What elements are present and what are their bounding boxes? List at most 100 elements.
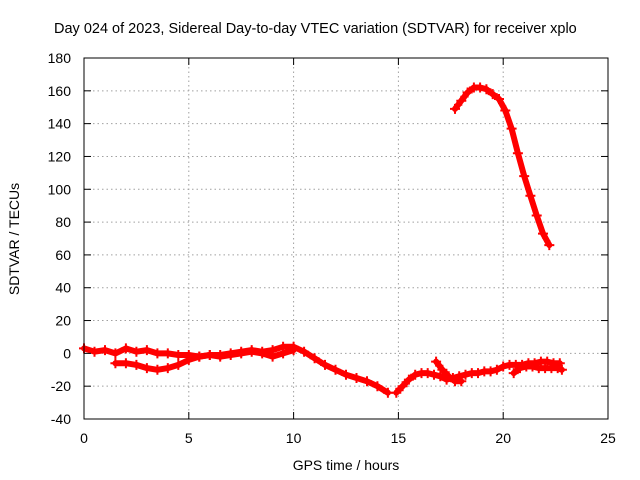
- data-point: [443, 371, 454, 382]
- data-point: [403, 374, 414, 385]
- data-point: [120, 358, 131, 369]
- data-point: [397, 381, 408, 392]
- data-point: [341, 369, 351, 380]
- data-point: [362, 376, 372, 387]
- data-point: [131, 346, 142, 357]
- data-point: [236, 348, 247, 359]
- grid-lines: [84, 58, 608, 419]
- data-point: [494, 94, 504, 104]
- y-tick-label: 20: [55, 313, 71, 329]
- data-point: [162, 348, 173, 359]
- y-tick-label: 100: [48, 181, 72, 197]
- data-point: [487, 89, 498, 100]
- data-point: [429, 369, 439, 380]
- x-tick-label: 20: [495, 430, 511, 446]
- data-point: [462, 87, 473, 98]
- data-point: [410, 369, 421, 380]
- y-tick-label: 0: [63, 345, 71, 361]
- data-point: [456, 95, 467, 106]
- data-point: [450, 103, 460, 114]
- data-point: [437, 364, 448, 375]
- data-point: [515, 363, 525, 374]
- data-point: [544, 240, 555, 251]
- x-tick-label: 10: [286, 430, 302, 446]
- y-tick-label: -20: [51, 378, 71, 394]
- data-point: [173, 359, 184, 370]
- x-tick-label: 25: [600, 430, 616, 446]
- data-point: [131, 359, 142, 370]
- data-point: [100, 345, 110, 356]
- data-point: [110, 358, 121, 369]
- data-point: [456, 376, 467, 387]
- data-point: [288, 345, 299, 356]
- data-series: [79, 82, 567, 398]
- data-point: [538, 228, 548, 239]
- data-point: [330, 364, 341, 375]
- data-point: [204, 350, 215, 360]
- data-point: [225, 350, 236, 360]
- series-late-branch: [508, 361, 567, 379]
- data-point: [194, 351, 205, 362]
- data-point: [527, 361, 538, 372]
- data-point: [512, 148, 523, 159]
- data-point: [542, 356, 553, 367]
- data-point: [278, 348, 289, 359]
- y-tick-label: 40: [55, 280, 71, 296]
- axis-ticks: -40 -20 0 20 40 60 80 100 120 140 160 180 0 5 10 15 20 25: [48, 50, 616, 446]
- data-point: [473, 368, 483, 379]
- data-point: [556, 364, 567, 375]
- series-dip-track: [431, 356, 467, 387]
- data-point: [246, 346, 257, 357]
- data-point: [435, 371, 446, 382]
- chart-title: Day 024 of 2023, Sidereal Day-to-day VTE…: [54, 21, 577, 37]
- data-point: [491, 364, 502, 375]
- y-tick-label: -40: [51, 411, 71, 427]
- x-tick-label: 0: [80, 430, 88, 446]
- data-point: [215, 351, 226, 362]
- data-point: [508, 368, 519, 379]
- y-tick-label: 160: [48, 83, 72, 99]
- data-point: [525, 190, 536, 201]
- data-point: [506, 123, 517, 134]
- data-point: [152, 348, 163, 359]
- data-point: [372, 381, 383, 392]
- data-point: [475, 82, 486, 93]
- x-tick-label: 15: [391, 430, 407, 446]
- series-lower-track: [110, 345, 299, 375]
- y-tick-label: 60: [55, 247, 71, 263]
- data-point: [351, 373, 362, 383]
- data-point: [519, 171, 530, 182]
- data-point: [320, 359, 330, 370]
- y-tick-label: 140: [48, 116, 72, 132]
- data-point: [120, 343, 131, 354]
- data-point: [309, 353, 320, 364]
- data-point: [141, 363, 152, 374]
- y-tick-label: 80: [55, 214, 71, 230]
- data-point: [89, 346, 100, 357]
- data-point: [531, 210, 542, 221]
- series-upper-track: [450, 82, 555, 251]
- data-point: [141, 345, 152, 356]
- data-point: [267, 351, 278, 362]
- data-point: [152, 364, 163, 375]
- data-point: [173, 350, 184, 360]
- data-point: [460, 369, 471, 380]
- y-tick-label: 180: [48, 50, 72, 66]
- y-axis-label: SDTVAR / TECUs: [6, 183, 22, 295]
- data-point: [299, 346, 310, 357]
- series-recovery-track: [391, 356, 565, 398]
- data-point: [391, 387, 402, 398]
- data-point: [500, 105, 511, 116]
- data-point: [481, 84, 492, 95]
- data-point: [162, 363, 173, 374]
- plot-frame: [83, 57, 609, 420]
- series-band: [452, 84, 553, 249]
- data-point: [110, 348, 121, 359]
- data-point: [485, 366, 496, 377]
- data-point: [257, 348, 268, 359]
- data-point: [183, 354, 194, 365]
- x-tick-label: 5: [185, 430, 193, 446]
- data-point: [422, 368, 433, 379]
